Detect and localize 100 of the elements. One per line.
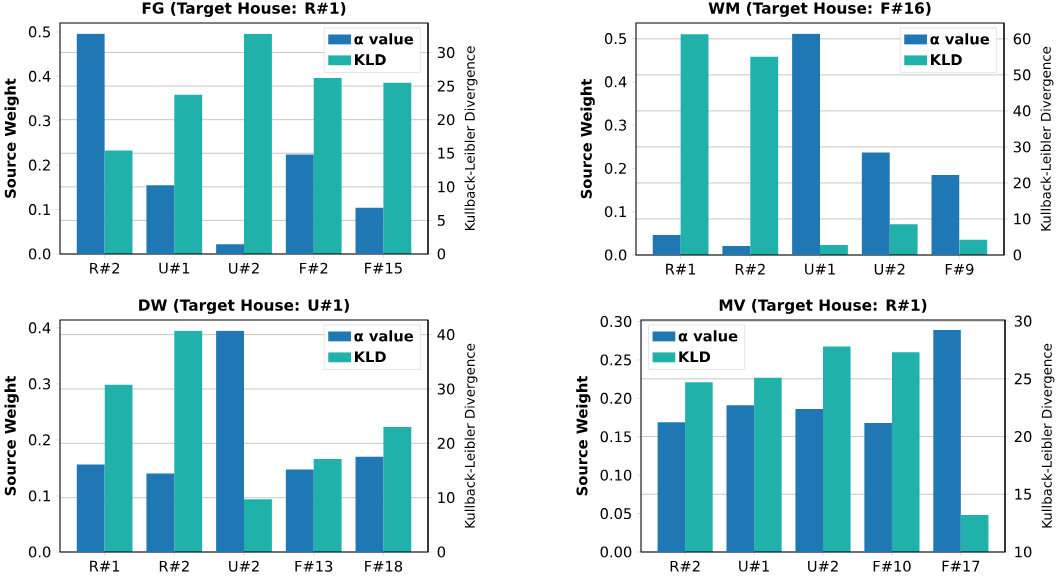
y2-tick-label: 10 bbox=[438, 492, 455, 504]
bar bbox=[680, 34, 709, 255]
chart-title: DW (Target House: U#1) bbox=[139, 299, 349, 314]
y-tick-label: 0.3 bbox=[604, 119, 627, 131]
bar bbox=[174, 94, 203, 254]
legend-label: α value bbox=[354, 33, 414, 45]
y-tick-label: 0.5 bbox=[604, 33, 627, 45]
y-tick-label: 0.15 bbox=[600, 431, 632, 443]
x-tick-label: R#2 bbox=[735, 263, 765, 275]
y2-tick-label: 20 bbox=[437, 437, 455, 449]
y2-tick-label: 25 bbox=[1014, 373, 1032, 385]
y2-tick-label: 20 bbox=[1013, 177, 1031, 189]
bar bbox=[861, 152, 890, 255]
y-axis-title: Source Weight bbox=[576, 376, 591, 496]
y2-tick-label: 0 bbox=[437, 546, 446, 558]
y2-tick-label: 0 bbox=[437, 248, 446, 260]
chart-title: FG (Target House: R#1) bbox=[142, 2, 346, 17]
y2-tick-label: 10 bbox=[438, 181, 455, 193]
x-tick-label: R#1 bbox=[666, 263, 696, 275]
y2-tick-label: 30 bbox=[1014, 315, 1032, 327]
bar bbox=[216, 330, 245, 552]
legend-label: KLD bbox=[355, 351, 386, 363]
y2-tick-label: 40 bbox=[437, 329, 455, 341]
bar bbox=[244, 33, 272, 254]
chart-title: MV (Target House: R#1) bbox=[719, 299, 927, 314]
bar bbox=[820, 244, 848, 255]
y-tick-label: 0.2 bbox=[604, 162, 626, 174]
y-tick-label: 0.1 bbox=[604, 206, 626, 218]
y2-tick-label: 0 bbox=[1013, 249, 1022, 261]
y2-tick-label: 50 bbox=[1013, 69, 1031, 81]
x-tick-label: U#2 bbox=[874, 263, 905, 275]
bar bbox=[792, 33, 821, 255]
y-tick-label: 0.2 bbox=[28, 159, 50, 171]
y2-tick-label: 5 bbox=[437, 214, 445, 226]
x-tick-label: F#2 bbox=[300, 262, 328, 274]
y2-tick-label: 30 bbox=[437, 383, 455, 395]
bar bbox=[383, 82, 412, 254]
y2-axis-title: Kullback-Leibler Divergence bbox=[464, 46, 478, 230]
bar bbox=[355, 207, 384, 254]
x-tick-label: F#9 bbox=[945, 263, 974, 275]
y-tick-label: 0.00 bbox=[600, 546, 632, 558]
legend-label: α value bbox=[930, 33, 990, 45]
bar bbox=[889, 224, 918, 255]
y-tick-label: 0.4 bbox=[604, 76, 627, 88]
legend-label: α value bbox=[678, 330, 738, 342]
chart-title: WM (Target House: F#16) bbox=[708, 2, 931, 17]
x-tick-label: U#2 bbox=[229, 262, 259, 274]
legend-label: KLD bbox=[931, 54, 962, 66]
y2-tick-label: 60 bbox=[1013, 33, 1031, 45]
bar bbox=[76, 33, 105, 254]
y2-tick-label: 15 bbox=[438, 147, 455, 159]
x-tick-label: F#10 bbox=[873, 560, 911, 572]
x-tick-label: R#2 bbox=[670, 560, 700, 572]
bar bbox=[931, 174, 960, 255]
y-tick-label: 0.10 bbox=[600, 469, 632, 481]
x-tick-label: R#2 bbox=[159, 560, 189, 572]
y-tick-label: 0.0 bbox=[28, 248, 51, 260]
y2-tick-label: 10 bbox=[1015, 546, 1032, 558]
y-axis-title: Source Weight bbox=[4, 78, 19, 198]
y2-tick-label: 40 bbox=[1013, 105, 1031, 117]
y-tick-label: 0.0 bbox=[28, 546, 51, 558]
x-tick-label: F#17 bbox=[942, 560, 980, 572]
y-tick-label: 0.25 bbox=[600, 354, 632, 366]
legend-label: α value bbox=[354, 330, 414, 342]
legend-label: KLD bbox=[355, 54, 386, 66]
bar bbox=[652, 235, 681, 255]
y-tick-label: 0.2 bbox=[28, 434, 50, 446]
bar bbox=[933, 329, 961, 552]
x-tick-label: R#2 bbox=[90, 262, 120, 274]
y-tick-label: 0.1 bbox=[28, 204, 50, 216]
bar bbox=[244, 499, 272, 552]
y-tick-label: 0.05 bbox=[600, 508, 632, 520]
y-tick-label: 0.4 bbox=[28, 70, 51, 82]
y-axis-title: Source Weight bbox=[580, 79, 595, 199]
y2-axis-title: Kullback-Leibler Divergence bbox=[464, 343, 478, 528]
y-tick-label: 0.4 bbox=[28, 322, 51, 334]
y-tick-label: 0.1 bbox=[28, 490, 50, 502]
x-tick-label: F#13 bbox=[295, 560, 333, 572]
y-tick-label: 0.20 bbox=[600, 392, 632, 404]
y2-tick-label: 10 bbox=[1014, 213, 1031, 225]
y-tick-label: 0.0 bbox=[604, 249, 627, 261]
bar bbox=[174, 330, 203, 552]
y2-tick-label: 30 bbox=[1013, 141, 1031, 153]
x-tick-label: F#15 bbox=[365, 262, 402, 274]
x-tick-label: R#1 bbox=[90, 560, 120, 572]
x-tick-label: F#18 bbox=[365, 560, 403, 572]
y-tick-label: 0.5 bbox=[28, 26, 51, 38]
y2-axis-title: Kullback-Leibler Divergence bbox=[1041, 343, 1055, 528]
y-tick-label: 0.3 bbox=[28, 115, 51, 127]
y2-tick-label: 20 bbox=[437, 114, 455, 126]
y2-tick-label: 30 bbox=[437, 47, 455, 59]
x-tick-label: U#1 bbox=[805, 263, 835, 275]
bar bbox=[722, 245, 751, 255]
x-tick-label: U#2 bbox=[229, 560, 259, 572]
bar bbox=[750, 56, 779, 255]
bar bbox=[216, 244, 245, 254]
x-tick-label: U#2 bbox=[808, 560, 838, 572]
legend-label: KLD bbox=[679, 351, 711, 363]
y2-tick-label: 20 bbox=[1014, 431, 1032, 443]
y2-tick-label: 15 bbox=[1015, 488, 1032, 500]
